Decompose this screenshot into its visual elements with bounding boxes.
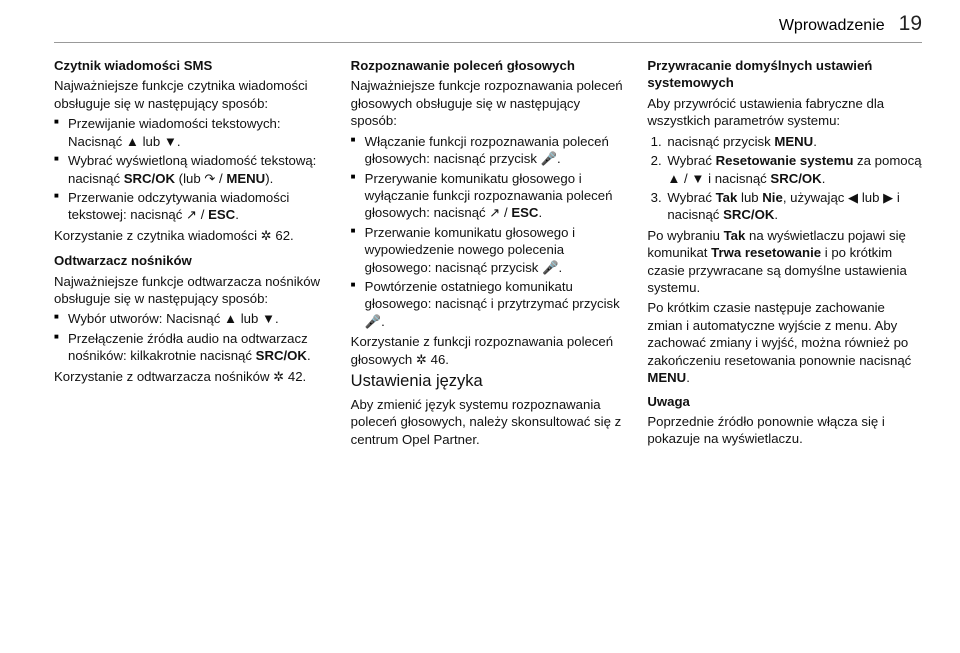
text: Wybrać bbox=[667, 190, 715, 205]
text: SRC/OK bbox=[256, 348, 307, 363]
heading-voice: Rozpoznawanie poleceń głosowych bbox=[351, 57, 626, 74]
heading-reset: Przywracanie domyślnych ustawień systemo… bbox=[647, 57, 922, 92]
text: SRC/OK bbox=[723, 207, 774, 222]
header-divider bbox=[54, 42, 922, 43]
text: Nie bbox=[762, 190, 783, 205]
heading-lang: Ustawienia języka bbox=[351, 371, 626, 393]
text: Przerwanie odczytywania wiadomości tekst… bbox=[68, 190, 289, 222]
text: SRC/OK bbox=[124, 171, 175, 186]
list-item: Przerwanie odczytywania wiadomości tekst… bbox=[54, 189, 329, 224]
list-item: Powtórzenie ostatniego komunikatu głosow… bbox=[351, 278, 626, 330]
text: Tak bbox=[724, 228, 746, 243]
text: nacisnąć przycisk bbox=[667, 134, 774, 149]
page-number: 19 bbox=[899, 12, 922, 36]
text: Korzystanie z odtwarzacza nośników ✲ 42. bbox=[54, 368, 329, 385]
text: Poprzednie źródło ponownie włącza się i … bbox=[647, 413, 922, 448]
list-item: Wybrać Tak lub Nie, używając ◀ lub ▶ i n… bbox=[665, 189, 922, 224]
text: . bbox=[235, 207, 239, 222]
list-item: Przełączenie źródła audio na odtwarzacz … bbox=[54, 330, 329, 365]
list-item: Wybór utworów: Nacisnąć ▲ lub ▼. bbox=[54, 310, 329, 327]
text: Po wybraniu Tak na wyświetlaczu pojawi s… bbox=[647, 227, 922, 297]
content-columns: Czytnik wiadomości SMS Najważniejsze fun… bbox=[54, 57, 922, 635]
text: (lub ↷ / bbox=[175, 171, 226, 186]
manual-page: Wprowadzenie 19 Czytnik wiadomości SMS N… bbox=[0, 0, 960, 653]
text: ). bbox=[265, 171, 273, 186]
text: MENU bbox=[226, 171, 265, 186]
text: Po krótkim czasie następuje zachowanie z… bbox=[647, 300, 911, 367]
numbered-list: nacisnąć przycisk MENU. Wybrać Resetowan… bbox=[647, 133, 922, 224]
bullet-list: Przewijanie wiadomości tekstowych: Nacis… bbox=[54, 115, 329, 224]
text: Aby zmienić język systemu rozpoznawania … bbox=[351, 396, 626, 448]
text: MENU bbox=[774, 134, 813, 149]
bullet-list: Wybór utworów: Nacisnąć ▲ lub ▼. Przełąc… bbox=[54, 310, 329, 364]
column-1: Czytnik wiadomości SMS Najważniejsze fun… bbox=[54, 57, 329, 635]
text: ESC bbox=[208, 207, 235, 222]
text: Najważniejsze funkcje rozpoznawania pole… bbox=[351, 77, 626, 129]
text: Po krótkim czasie następuje zachowanie z… bbox=[647, 299, 922, 386]
text: Przerywanie komunikatu głosowego i wyłąc… bbox=[365, 171, 613, 221]
text: MENU bbox=[647, 370, 686, 385]
list-item: Wybrać Resetowanie systemu za pomocą ▲ /… bbox=[665, 152, 922, 187]
text: . bbox=[813, 134, 817, 149]
text: Aby przywrócić ustawienia fabryczne dla … bbox=[647, 95, 922, 130]
text: . bbox=[307, 348, 311, 363]
text: Korzystanie z czytnika wiadomości ✲ 62. bbox=[54, 227, 329, 244]
header-title: Wprowadzenie bbox=[779, 17, 885, 35]
text: Wybrać bbox=[667, 153, 715, 168]
list-item: nacisnąć przycisk MENU. bbox=[665, 133, 922, 150]
text: SRC/OK bbox=[770, 171, 821, 186]
heading-note: Uwaga bbox=[647, 393, 922, 410]
text: ESC bbox=[511, 205, 538, 220]
text: . bbox=[538, 205, 542, 220]
text: Trwa resetowanie bbox=[711, 245, 821, 260]
heading-media: Odtwarzacz nośników bbox=[54, 252, 329, 269]
text: Korzystanie z funkcji rozpoznawania pole… bbox=[351, 333, 626, 368]
text: . bbox=[686, 370, 690, 385]
heading-sms: Czytnik wiadomości SMS bbox=[54, 57, 329, 74]
list-item: Przerywanie komunikatu głosowego i wyłąc… bbox=[351, 170, 626, 222]
list-item: Włączanie funkcji rozpoznawania poleceń … bbox=[351, 133, 626, 168]
text: Po wybraniu bbox=[647, 228, 723, 243]
column-2: Rozpoznawanie poleceń głosowych Najważni… bbox=[351, 57, 626, 635]
list-item: Wybrać wyświetloną wiadomość tekstową: n… bbox=[54, 152, 329, 187]
column-3: Przywracanie domyślnych ustawień systemo… bbox=[647, 57, 922, 635]
text: Najważniejsze funkcje odtwarzacza nośnik… bbox=[54, 273, 329, 308]
text: Najważniejsze funkcje czytnika wiadomośc… bbox=[54, 77, 329, 112]
list-item: Przerwanie komunikatu głosowego i wypowi… bbox=[351, 224, 626, 276]
page-header: Wprowadzenie 19 bbox=[54, 12, 922, 36]
text: Resetowanie systemu bbox=[716, 153, 854, 168]
bullet-list: Włączanie funkcji rozpoznawania poleceń … bbox=[351, 133, 626, 331]
text: . bbox=[774, 207, 778, 222]
text: Tak bbox=[716, 190, 738, 205]
text: . bbox=[822, 171, 826, 186]
text: lub bbox=[737, 190, 762, 205]
list-item: Przewijanie wiadomości tekstowych: Nacis… bbox=[54, 115, 329, 150]
